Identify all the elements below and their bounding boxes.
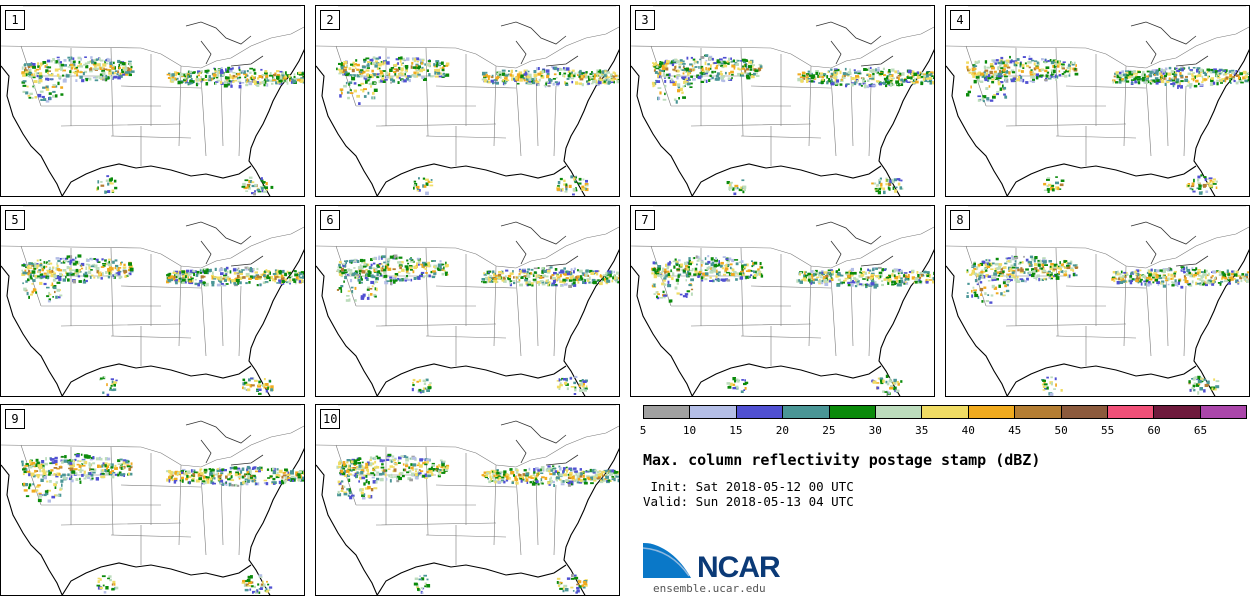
panel-label: 7 [635,210,655,230]
map-icon [316,405,619,595]
colorbar-tick-label: 20 [775,424,789,437]
colorbar-segment [783,406,830,418]
colorbar-segment [1200,406,1247,418]
stamp-panel: 3 [630,5,935,197]
stamp-panel: 1 [0,5,305,197]
stamp-panel: 4 [945,5,1250,197]
stamp-panel: 9 [0,404,305,596]
map-icon [946,6,1249,196]
colorbar-tick-label: 25 [822,424,836,437]
ncar-logo-icon [643,541,694,578]
colorbar-tick-label: 50 [1054,424,1068,437]
colorbar-ticks: 5 10 15 20 25 30 35 40 45 50 55 60 65 [639,424,1247,438]
map-icon [1,206,304,396]
colorbar-segment [1154,406,1201,418]
stamp-panel: 6 [315,205,620,397]
colorbar-tick-label: 5 [639,424,647,437]
logo-url: ensemble.ucar.edu [653,582,766,595]
colorbar-tick-label: 65 [1193,424,1208,437]
colorbar-segment [968,406,1016,418]
panel-label: 2 [320,10,340,30]
panel-label: 6 [320,210,340,230]
colorbar-tick-label: 40 [961,424,975,437]
panel-label: 9 [5,409,25,429]
colorbar-segment [1015,406,1062,418]
colorbar-segment [1061,406,1108,418]
init-time: Init: Sat 2018-05-12 00 UTC [643,479,854,494]
map-icon [1,6,304,196]
map-icon [316,6,619,196]
panel-label: 5 [5,210,25,230]
valid-time: Valid: Sun 2018-05-13 04 UTC [643,494,854,509]
figure-title: Max. column reflectivity postage stamp (… [643,451,1041,469]
colorbar-tick-label: 30 [868,424,882,437]
colorbar-tick-label: 10 [682,424,697,437]
ncar-wordmark: NCAR [697,551,781,584]
map-icon [946,206,1249,396]
colorbar-segment [875,406,923,418]
panel-label: 8 [950,210,970,230]
colorbar-segment [922,406,969,418]
map-icon [316,206,619,396]
stamp-panel: 10 [315,404,620,596]
colorbar-tick-label: 15 [729,424,743,437]
colorbar-segment [736,406,784,418]
colorbar-tick-label: 45 [1008,424,1022,437]
map-icon [631,206,934,396]
colorbar-segment [829,406,876,418]
colorbar-tick-label: 55 [1100,424,1115,437]
colorbar-segment [690,406,737,418]
map-icon [1,405,304,595]
stamp-panel: 7 [630,205,935,397]
stamp-panel: 5 [0,205,305,397]
colorbar-segment [644,406,691,418]
stamp-panel: 2 [315,5,620,197]
colorbar-tick-label: 35 [915,424,929,437]
stamp-panel: 8 [945,205,1250,397]
panel-label: 1 [5,10,25,30]
colorbar [643,405,1247,419]
colorbar-tick-label: 60 [1147,424,1161,437]
colorbar-segment [1107,406,1155,418]
panel-label: 3 [635,10,655,30]
panel-label: 4 [950,10,970,30]
panel-label: 10 [320,409,341,429]
map-icon [631,6,934,196]
